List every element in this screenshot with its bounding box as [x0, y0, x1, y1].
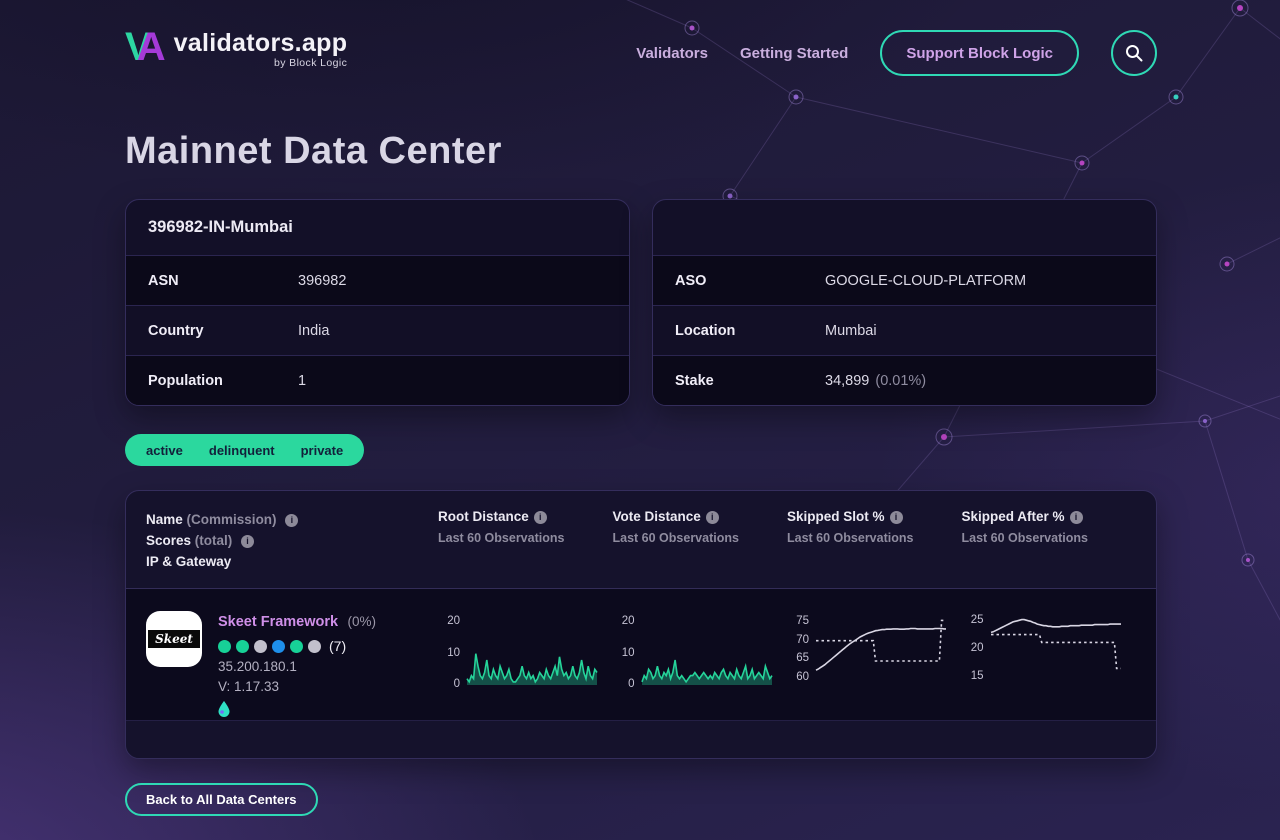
asn-label: ASN	[148, 272, 179, 289]
country-label: Country	[148, 322, 204, 339]
stake-row: Stake 34,899 (0.01%)	[653, 355, 1156, 405]
filter-private[interactable]: private	[288, 443, 357, 458]
skipped-slot-chart: 75 70 65 60	[787, 589, 962, 722]
root-distance-chart: 20 10 0	[438, 589, 613, 722]
validator-name-link[interactable]: Skeet Framework	[218, 614, 339, 630]
data-center-name: 396982-IN-Mumbai	[148, 218, 293, 236]
brand-byline: by Block Logic	[273, 57, 348, 69]
root-distance-header: Root Distance i Last 60 Observations	[438, 509, 565, 545]
validator-row[interactable]: Skeet Skeet Framework (0%)	[126, 588, 1156, 721]
info-icon[interactable]: i	[533, 511, 547, 524]
validator-commission: (0%)	[347, 614, 377, 629]
info-icon[interactable]: i	[1069, 511, 1083, 524]
skipped-after-chart: 25 20 15	[962, 589, 1137, 722]
table-header: Name (Commission) i Scores (total) i IP …	[126, 491, 1156, 588]
support-block-logic-button[interactable]: Support Block Logic	[880, 30, 1079, 76]
aso-label: ASO	[675, 272, 707, 289]
brand-mark-icon: VA	[125, 26, 166, 68]
nav-getting-started[interactable]: Getting Started	[739, 44, 849, 62]
info-cards: 396982-IN-Mumbai ASN 396982 Country Indi…	[125, 199, 1157, 406]
info-icon[interactable]: i	[241, 535, 255, 548]
scores-header: Scores	[146, 533, 192, 548]
info-icon[interactable]: i	[889, 511, 903, 524]
commission-header: (Commission)	[186, 512, 277, 527]
scores-total-header: (total)	[194, 533, 233, 548]
provider-card-title	[653, 200, 1156, 255]
population-label: Population	[148, 372, 223, 389]
validator-ip: 35.200.180.1	[218, 659, 297, 674]
score-dots: (7)	[218, 638, 376, 654]
vote-distance-chart: 20 10 0	[613, 589, 788, 722]
name-header: Name	[146, 512, 183, 527]
stake-label: Stake	[675, 372, 714, 389]
back-to-data-centers-button[interactable]: Back to All Data Centers	[125, 783, 318, 816]
score-dot	[218, 639, 231, 653]
score-dot	[254, 639, 267, 653]
population-row: Population 1	[126, 355, 629, 405]
validator-avatar: Skeet	[146, 611, 202, 667]
skipped-after-sparkline	[990, 618, 1121, 670]
filter-delinquent[interactable]: delinquent	[196, 443, 288, 458]
score-total: (7)	[329, 638, 347, 654]
data-center-card: 396982-IN-Mumbai ASN 396982 Country Indi…	[125, 199, 630, 406]
brand-text: validators.app by Block Logic	[174, 26, 348, 69]
chart-y-ticks: 20 10 0	[621, 615, 635, 690]
skipped-slot-header: Skipped Slot % i Last 60 Observations	[787, 509, 914, 545]
provider-card: ASO GOOGLE-CLOUD-PLATFORM Location Mumba…	[652, 199, 1157, 406]
table-footer-spacer	[126, 721, 1156, 758]
chart-y-ticks: 20 10 0	[447, 615, 460, 690]
asn-row: ASN 396982	[126, 255, 629, 305]
skipped-slot-sparkline	[815, 619, 946, 671]
population-value: 1	[298, 372, 307, 389]
skipped-after-header: Skipped After % i Last 60 Observations	[961, 509, 1088, 545]
brand-mark-v: V	[125, 25, 152, 69]
score-dot	[308, 639, 321, 653]
status-filter-group: active delinquent private	[125, 434, 365, 466]
info-icon[interactable]: i	[705, 511, 719, 524]
info-icon[interactable]: i	[285, 514, 299, 527]
main-nav: Validators Getting Started Support Block…	[636, 26, 1157, 76]
location-value: Mumbai	[825, 322, 877, 339]
brand-mark-a: A	[136, 25, 166, 69]
location-label: Location	[675, 322, 736, 339]
search-button[interactable]	[1111, 30, 1157, 76]
table-header-name-col: Name (Commission) i Scores (total) i IP …	[146, 509, 438, 572]
vote-distance-sparkline	[640, 659, 773, 685]
chart-y-ticks: 75 70 65 60	[796, 615, 809, 683]
aso-value: GOOGLE-CLOUD-PLATFORM	[825, 272, 1027, 289]
location-row: Location Mumbai	[653, 305, 1156, 355]
search-icon	[1126, 45, 1143, 62]
stake-percent: (0.01%)	[875, 372, 927, 389]
validator-details: Skeet Framework (0%) (7) 35.200	[218, 611, 376, 722]
validator-identity-cell: Skeet Skeet Framework (0%)	[146, 589, 438, 722]
avatar-logo: Skeet	[148, 630, 200, 648]
page-title: Mainnet Data Center	[125, 130, 502, 172]
header: VA validators.app by Block Logic Validat…	[125, 0, 1157, 96]
asn-value: 396982	[298, 272, 347, 289]
water-drop-icon	[218, 701, 376, 722]
vote-distance-header: Vote Distance i Last 60 Observations	[612, 509, 739, 545]
filter-active[interactable]: active	[133, 443, 196, 458]
country-row: Country India	[126, 305, 629, 355]
brand-logo[interactable]: VA validators.app by Block Logic	[125, 26, 347, 69]
validator-version: V: 1.17.33	[218, 679, 280, 694]
validators-table: Name (Commission) i Scores (total) i IP …	[125, 490, 1157, 759]
country-value: India	[298, 322, 330, 339]
chart-y-ticks: 25 20 15	[970, 614, 984, 682]
stake-value: 34,899	[825, 372, 870, 389]
ip-gateway-header: IP & Gateway	[146, 554, 232, 569]
brand-wordmark: validators.app	[173, 29, 348, 57]
score-dot	[290, 639, 303, 653]
score-dot	[236, 639, 249, 653]
aso-row: ASO GOOGLE-CLOUD-PLATFORM	[653, 255, 1156, 305]
root-distance-sparkline	[466, 653, 598, 685]
nav-validators[interactable]: Validators	[636, 44, 708, 62]
score-dot	[272, 639, 285, 653]
